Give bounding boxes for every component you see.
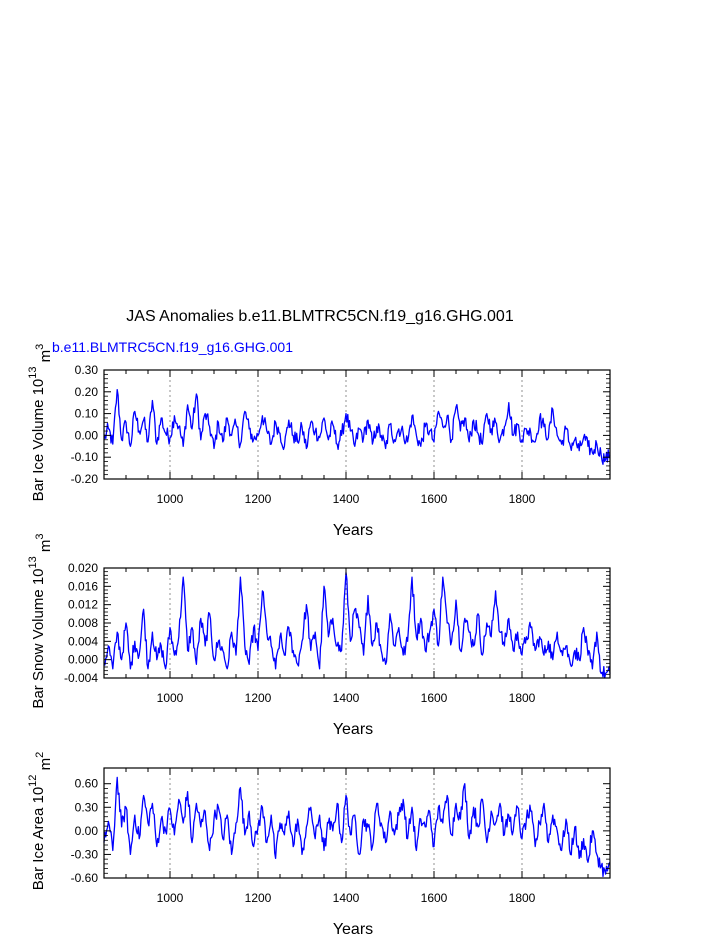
plot-frame [103, 767, 611, 879]
series-line [103, 388, 611, 465]
x-tick-label: 1200 [245, 691, 272, 705]
y-tick-label: 0.10 [75, 407, 99, 421]
y-tick-label: -0.60 [71, 871, 99, 885]
x-tick-label: 1400 [333, 891, 360, 905]
y-tick-label: 0.00 [75, 824, 99, 838]
x-tick-label: 1000 [157, 891, 184, 905]
y-tick-label: 0.30 [75, 363, 99, 377]
y-tick-label: 0.60 [75, 777, 99, 791]
y-tick-label: -0.004 [64, 671, 98, 685]
plot-frame [103, 369, 611, 480]
x-axis-label: Years [333, 721, 373, 738]
x-tick-label: 1000 [157, 492, 184, 506]
y-tick-label: 0.012 [68, 598, 98, 612]
y-tick-label: 0.016 [68, 579, 98, 593]
y-axis-label: Bar Ice Volume 1013 m3 [27, 344, 54, 502]
x-tick-label: 1600 [421, 891, 448, 905]
y-tick-label: 0.30 [75, 800, 99, 814]
series-line [103, 571, 611, 679]
panel-2: 1000 1200 1400 1600 1800 -0.004 0.000 0.004 0.00… [27, 533, 611, 738]
x-tick-label: 1600 [421, 492, 448, 506]
y-axis-label: Bar Ice Area 1012 m2 [27, 752, 54, 890]
y-tick-label: 0.000 [68, 653, 98, 667]
y-tick-label: 0.00 [75, 428, 99, 442]
series-label: b.e11.BLMTRC5CN.f19_g16.GHG.001 [52, 339, 293, 355]
x-tick-label: 1200 [245, 891, 272, 905]
y-tick-label: 0.20 [75, 385, 99, 399]
x-axis-label: Years [333, 921, 373, 935]
y-tick-label: 0.004 [68, 634, 98, 648]
panel-3: 1000 1200 1400 1600 1800 -0.60 -0.30 0.00 0.30 0.… [27, 752, 611, 935]
x-tick-label: 1000 [157, 691, 184, 705]
x-tick-label: 1400 [333, 492, 360, 506]
x-tick-label: 1800 [509, 891, 536, 905]
x-tick-label: 1600 [421, 691, 448, 705]
y-tick-label: -0.20 [71, 472, 99, 486]
x-tick-label: 1200 [245, 492, 272, 506]
x-axis-label: Years [333, 522, 373, 539]
y-tick-label: -0.10 [71, 450, 99, 464]
main-title: JAS Anomalies b.e11.BLMTRC5CN.f19_g16.GH… [126, 308, 514, 325]
y-tick-label: -0.30 [71, 847, 99, 861]
y-axis-label: Bar Snow Volume 1013 m3 [27, 533, 54, 708]
x-tick-label: 1800 [509, 492, 536, 506]
y-tick-label: 0.008 [68, 616, 98, 630]
y-tick-label: 0.020 [68, 561, 98, 575]
x-tick-label: 1400 [333, 691, 360, 705]
panel-1: 1000 1200 1400 1600 1800 -0.20 -0.10 0.00 0.10 0.… [27, 339, 611, 539]
x-tick-label: 1800 [509, 691, 536, 705]
series-line [103, 776, 611, 878]
